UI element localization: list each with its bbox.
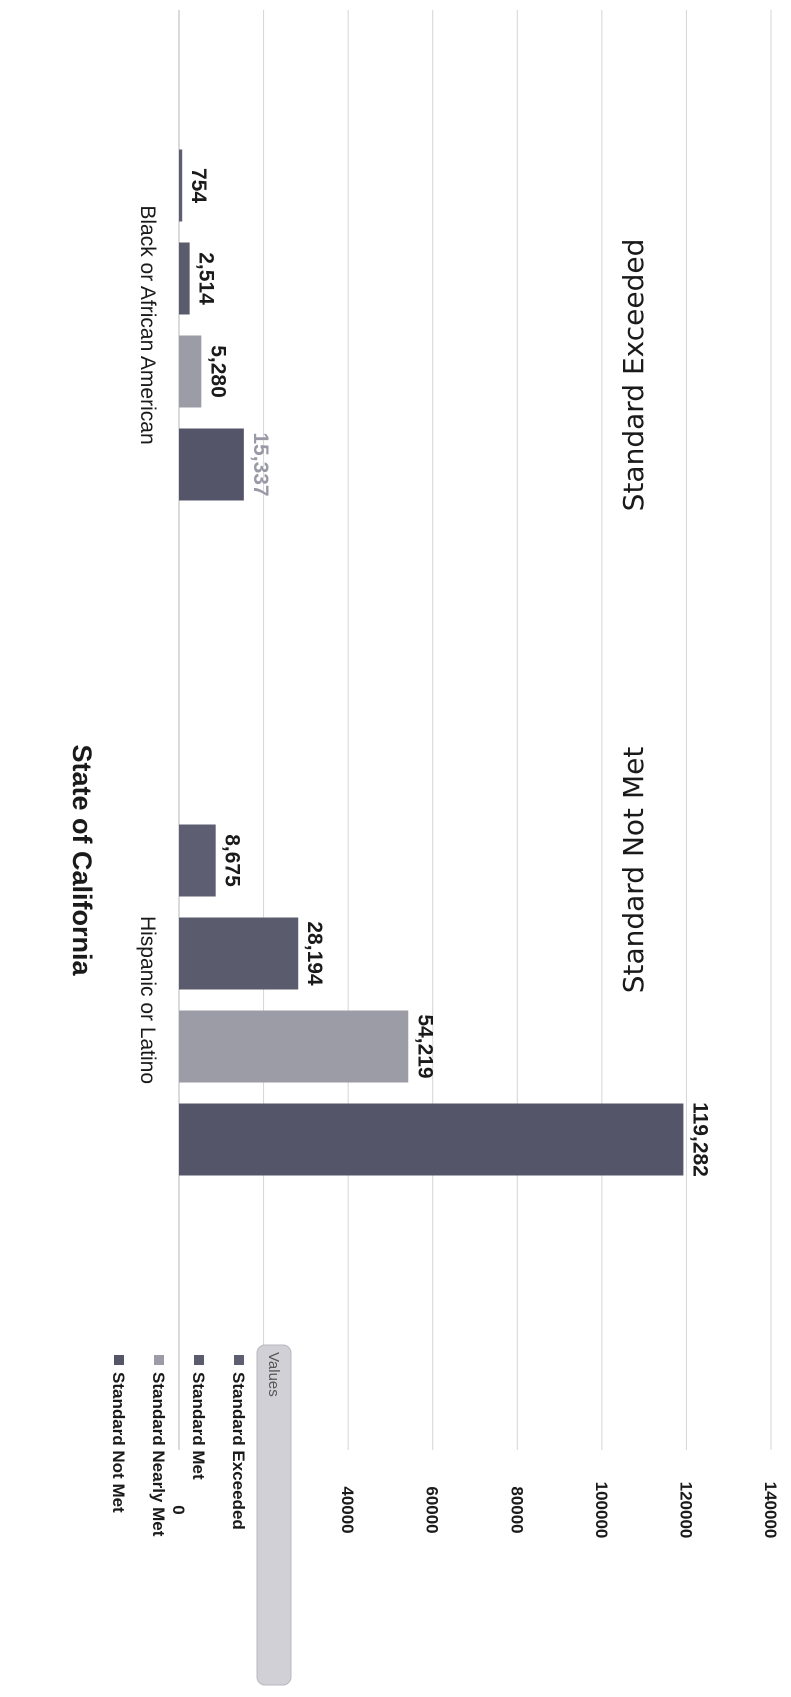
- data-label: 2,514: [195, 252, 218, 305]
- gridlines: [263, 10, 772, 1450]
- legend-item-label: Standard Exceeded: [229, 1372, 248, 1530]
- stamp-standard-not-met: Standard Not Met: [617, 747, 650, 994]
- data-label: 119,282: [688, 1102, 711, 1177]
- bar-standard-met: [178, 917, 299, 990]
- y-tick-label: 120000: [676, 1482, 695, 1539]
- legend-swatch: [194, 1355, 204, 1365]
- y-tick-label: 100000: [592, 1482, 611, 1539]
- data-label: 754: [187, 168, 210, 203]
- data-labels: 754 2,514 5,280 15,337 8,675 28,194 54,219 119,…: [187, 168, 711, 1177]
- stamp-standard-exceeded: Standard Exceeded: [617, 239, 650, 512]
- bar-standard-met: [178, 242, 190, 315]
- category-label: Black or African American: [136, 205, 159, 444]
- x-axis-title: State of California: [67, 744, 97, 976]
- y-tick-label: 60000: [423, 1486, 442, 1533]
- bar-standard-nearly-met: [178, 335, 202, 408]
- legend-title: Values: [265, 1352, 282, 1397]
- bar-standard-nearly-met: [179, 1010, 409, 1083]
- legend-item-label: Standard Met: [189, 1372, 208, 1480]
- bar-standard-not-met: [178, 428, 244, 501]
- data-label: 15,337: [249, 432, 272, 496]
- legend-swatch: [154, 1355, 164, 1365]
- legend-item-label: Standard Nearly Met: [149, 1372, 168, 1537]
- data-label: 8,675: [221, 834, 244, 887]
- data-label: 54,219: [413, 1014, 436, 1078]
- y-tick-label: 80000: [507, 1486, 526, 1533]
- data-label: 5,280: [206, 345, 229, 398]
- bars: [178, 149, 684, 1176]
- legend-swatch: [234, 1355, 244, 1365]
- legend-swatch: [114, 1355, 124, 1365]
- data-label: 28,194: [303, 921, 326, 986]
- category-label: Hispanic or Latino: [136, 916, 159, 1084]
- category-labels: Black or African American Hispanic or Lat…: [136, 205, 159, 1084]
- y-tick-label: 0: [169, 1505, 188, 1514]
- y-tick-label: 40000: [338, 1486, 357, 1533]
- bar-standard-exceeded: [179, 824, 216, 897]
- bar-standard-exceeded: [179, 149, 183, 222]
- legend-title-box: [256, 1344, 292, 1686]
- legend-item-label: Standard Not Met: [109, 1372, 128, 1513]
- bar-standard-not-met: [179, 1103, 684, 1176]
- y-tick-label: 140000: [761, 1482, 780, 1539]
- legend: Values Standard Exceeded Standard Met Stan…: [109, 1344, 292, 1686]
